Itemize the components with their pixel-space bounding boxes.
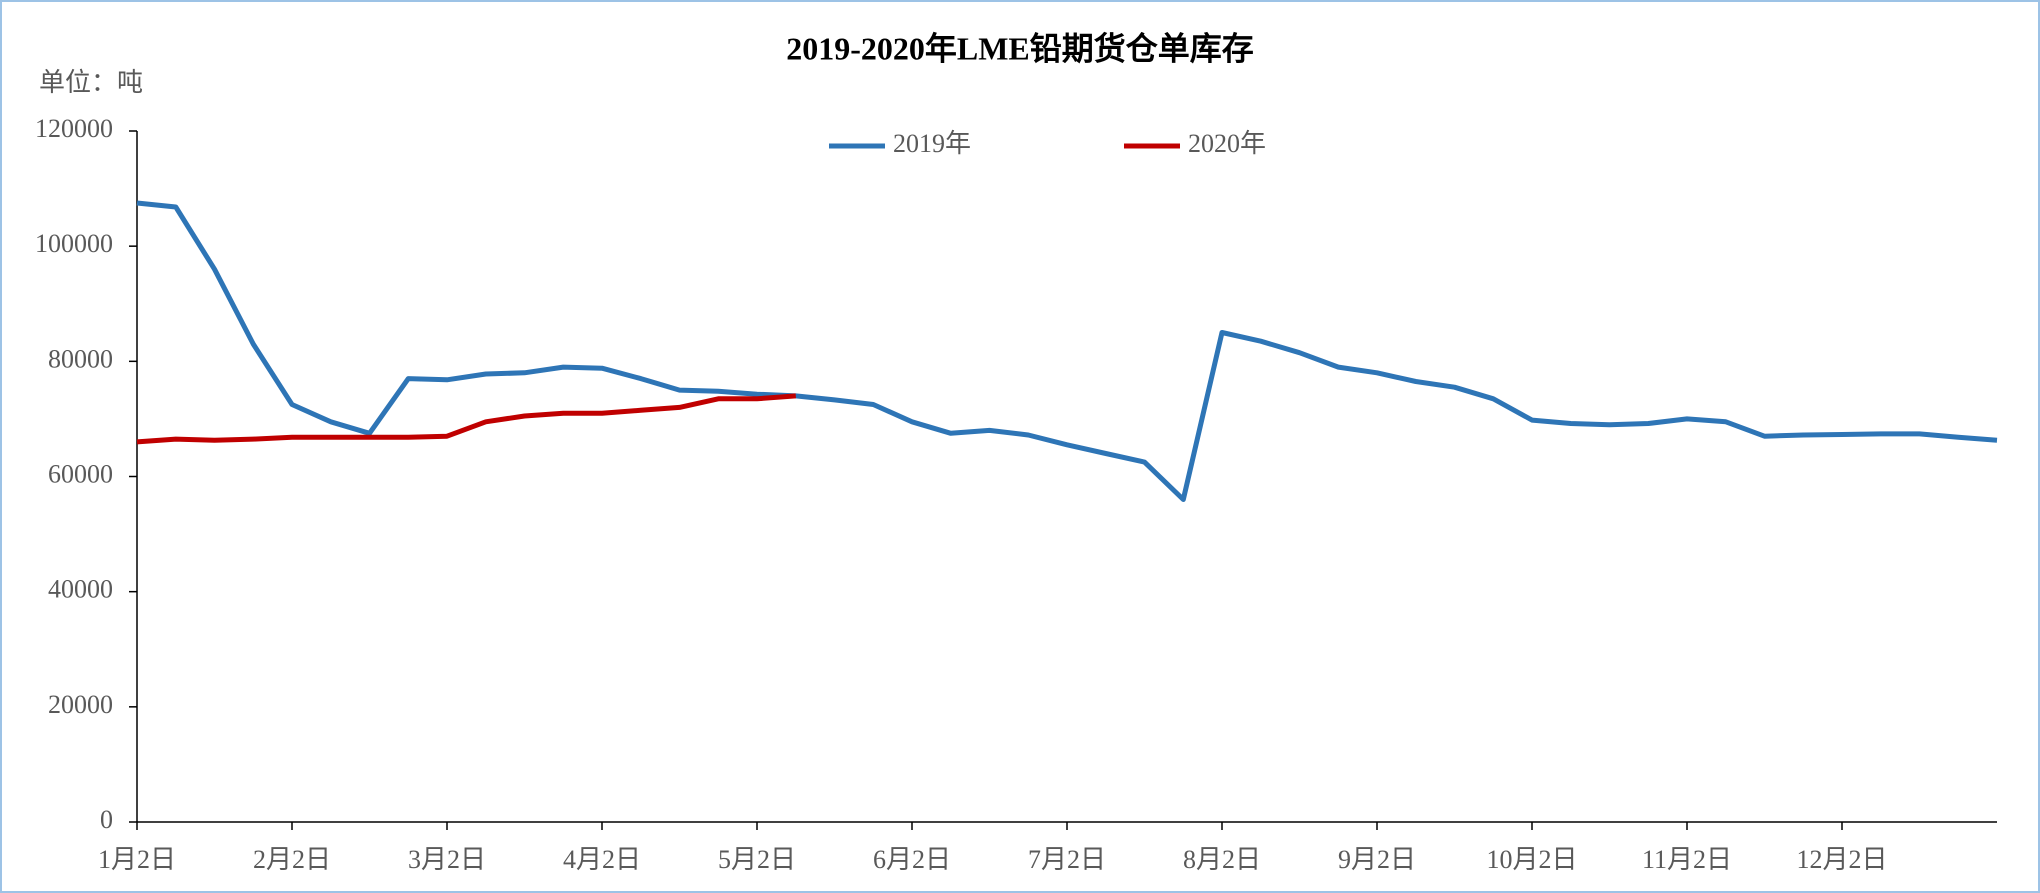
y-tick-label: 40000 [48, 575, 113, 604]
x-tick-label: 12月2日 [1796, 845, 1887, 874]
x-tick-label: 7月2日 [1028, 845, 1106, 874]
x-tick-label: 11月2日 [1642, 845, 1732, 874]
y-tick-label: 20000 [48, 690, 113, 719]
y-tick-label: 100000 [35, 229, 113, 258]
x-tick-label: 10月2日 [1486, 845, 1577, 874]
series-line [136, 200, 1998, 502]
chart-title: 2019-2020年LME铅期货仓单库存 [786, 30, 1254, 66]
y-tick-label: 120000 [35, 114, 113, 143]
x-tick-label: 3月2日 [408, 845, 486, 874]
series-line [136, 393, 796, 445]
unit-label: 单位：吨 [39, 68, 143, 97]
x-tick-label: 1月2日 [98, 845, 176, 874]
x-tick-label: 2月2日 [253, 845, 331, 874]
legend-label: 2019年 [893, 129, 971, 158]
x-tick-label: 9月2日 [1338, 845, 1416, 874]
y-tick-label: 0 [100, 805, 113, 834]
y-tick-label: 80000 [48, 344, 113, 373]
legend-label: 2020年 [1188, 129, 1266, 158]
x-tick-label: 6月2日 [873, 845, 951, 874]
y-tick-label: 60000 [48, 459, 113, 488]
x-tick-label: 5月2日 [718, 845, 796, 874]
x-tick-label: 8月2日 [1183, 845, 1261, 874]
x-tick-label: 4月2日 [563, 845, 641, 874]
